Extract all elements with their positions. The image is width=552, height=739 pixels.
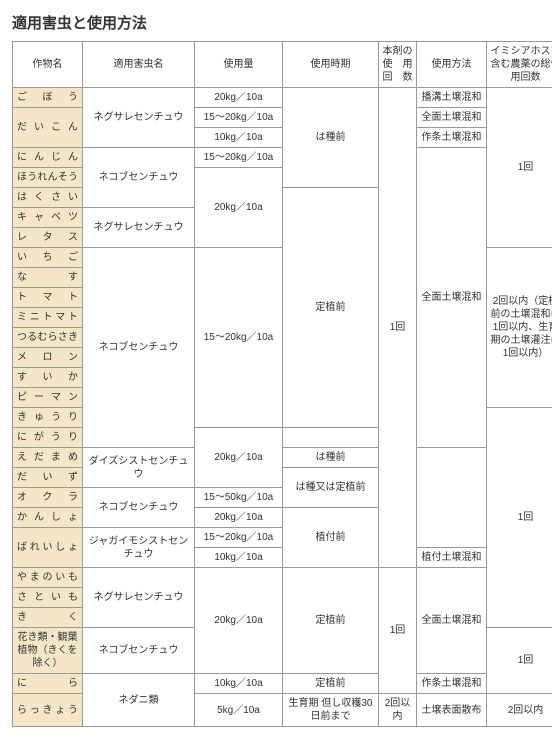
table-row: えだまめ ダイズシストセンチュウ は種前 <box>13 448 552 468</box>
col-total: イミシアホスを含む農薬の総使用回数 <box>487 42 552 88</box>
crop-piman: ピーマン <box>13 388 83 408</box>
pest-cell: ネコブセンチュウ <box>83 488 195 528</box>
dose-cell: 5kg／10a <box>195 694 283 727</box>
method-cell: 播溝土壌混和 <box>417 88 487 108</box>
crop-nigauri: にがうり <box>13 428 83 448</box>
crop-suika: すいか <box>13 368 83 388</box>
total-cell: 1回 <box>487 408 552 628</box>
dose-cell: 20kg／10a <box>195 568 283 674</box>
method-cell: 全面土壌混和 <box>417 148 487 448</box>
col-crop: 作物名 <box>13 42 83 88</box>
pest-cell: ネグサレセンチュウ <box>83 208 195 248</box>
crop-nira: にら <box>13 674 83 694</box>
page-title: 適用害虫と使用方法 <box>12 12 540 33</box>
crop-okura: オクラ <box>13 488 83 508</box>
crop-kansho: かんしょ <box>13 508 83 528</box>
timing-cell: 定植前 <box>283 674 379 694</box>
timing-cell: は種前 <box>283 88 379 188</box>
crop-rakkyou: らっきょう <box>13 694 83 727</box>
method-cell: 作条土壌混和 <box>417 674 487 694</box>
method-cell: 土壌表面散布 <box>417 694 487 727</box>
crop-kyuuri: きゅうり <box>13 408 83 428</box>
total-cell: 2回以内 <box>487 694 552 727</box>
dose-cell: 15〜50kg／10a <box>195 488 283 508</box>
crop-nasu: なす <box>13 268 83 288</box>
dose-cell: 20kg／10a <box>195 168 283 248</box>
method-cell: 植付土壌混和 <box>417 548 487 568</box>
dose-cell: 20kg／10a <box>195 508 283 528</box>
timing-cell: は種又は定植前 <box>283 468 379 508</box>
crop-bareisho: ばれいしょ <box>13 528 83 568</box>
crop-daikon: だいこん <box>13 108 83 148</box>
crop-hourensou: ほうれんそう <box>13 168 83 188</box>
appcount-cell: 2回以内 <box>379 694 417 727</box>
pest-cell: ネグサレセンチュウ <box>83 568 195 628</box>
dose-cell: 15〜20kg／10a <box>195 528 283 548</box>
method-cell: 全面土壌混和 <box>417 568 487 674</box>
table-row: にら ネダニ類 10kg／10a 定植前 作条土壌混和 <box>13 674 552 694</box>
crop-daizu: だいず <box>13 468 83 488</box>
pest-cell: ジャガイモシストセンチュウ <box>83 528 195 568</box>
dose-cell: 15〜20kg／10a <box>195 248 283 428</box>
dose-cell: 10kg／10a <box>195 674 283 694</box>
col-pest: 適用害虫名 <box>83 42 195 88</box>
timing-cell: は種前 <box>283 448 379 468</box>
table-row: やまのいも ネグサレセンチュウ 20kg／10a 定植前 1回 全面土壌混和 <box>13 568 552 588</box>
crop-gobou: ごぼう <box>13 88 83 108</box>
table-row: ばれいしょ ジャガイモシストセンチュウ 15〜20kg／10a <box>13 528 552 548</box>
crop-retasu: レタス <box>13 228 83 248</box>
method-cell: 作条土壌混和 <box>417 128 487 148</box>
crop-minitomato: ミニトマト <box>13 308 83 328</box>
crop-yamanoimo: やまのいも <box>13 568 83 588</box>
crop-kiku: きく <box>13 608 83 628</box>
dose-cell: 15〜20kg／10a <box>195 148 283 168</box>
pest-cell: ネコブセンチュウ <box>83 248 195 448</box>
pest-cell: ダイズシストセンチュウ <box>83 448 195 488</box>
pest-cell: ネグサレセンチュウ <box>83 88 195 148</box>
col-method: 使用方法 <box>417 42 487 88</box>
appcount-cell: 1回 <box>379 568 417 694</box>
pest-usage-table: 作物名 適用害虫名 使用量 使用時期 本剤の使 用回 数 使用方法 イミシアホス… <box>12 41 552 727</box>
crop-tsuru: つるむらさき <box>13 328 83 348</box>
crop-hakusai: はくさい <box>13 188 83 208</box>
pest-cell: ネダニ類 <box>83 674 195 727</box>
crop-edamame: えだまめ <box>13 448 83 468</box>
appcount-cell: 1回 <box>379 88 417 568</box>
crop-ichigo: いちご <box>13 248 83 268</box>
crop-tomato: トマト <box>13 288 83 308</box>
timing-cell: 植付前 <box>283 508 379 568</box>
total-cell: 1回 <box>487 88 552 248</box>
dose-cell: 15〜20kg／10a <box>195 108 283 128</box>
table-row: オクラ ネコブセンチュウ 15〜50kg／10a <box>13 488 552 508</box>
crop-cabbage: キャベツ <box>13 208 83 228</box>
crop-ninjin: にんじん <box>13 148 83 168</box>
col-dose: 使用量 <box>195 42 283 88</box>
crop-melon: メロン <box>13 348 83 368</box>
dose-cell: 20kg／10a <box>195 88 283 108</box>
col-timing: 使用時期 <box>283 42 379 88</box>
dose-cell: 20kg／10a <box>195 428 283 488</box>
pest-cell: ネコブセンチュウ <box>83 628 195 674</box>
total-cell: 2回以内（定植前の土壌混和は1回以内、生育期の土壌灌注は1回以内） <box>487 248 552 408</box>
pest-cell: ネコブセンチュウ <box>83 148 195 208</box>
method-cell: 全面土壌混和 <box>417 108 487 128</box>
table-row: ごぼう ネグサレセンチュウ 20kg／10a は種前 1回 播溝土壌混和 1回 <box>13 88 552 108</box>
crop-hanaki: 花き類・観葉植物（きくを除く） <box>13 628 83 674</box>
timing-cell: 定植前 <box>283 188 379 428</box>
timing-cell: 定植前 <box>283 568 379 674</box>
header-row: 作物名 適用害虫名 使用量 使用時期 本剤の使 用回 数 使用方法 イミシアホス… <box>13 42 552 88</box>
col-appcount: 本剤の使 用回 数 <box>379 42 417 88</box>
crop-satoimo: さといも <box>13 588 83 608</box>
timing-cell: 生育期 但し収穫30日前まで <box>283 694 379 727</box>
dose-cell: 10kg／10a <box>195 128 283 148</box>
total-cell: 1回 <box>487 628 552 694</box>
dose-cell: 10kg／10a <box>195 548 283 568</box>
